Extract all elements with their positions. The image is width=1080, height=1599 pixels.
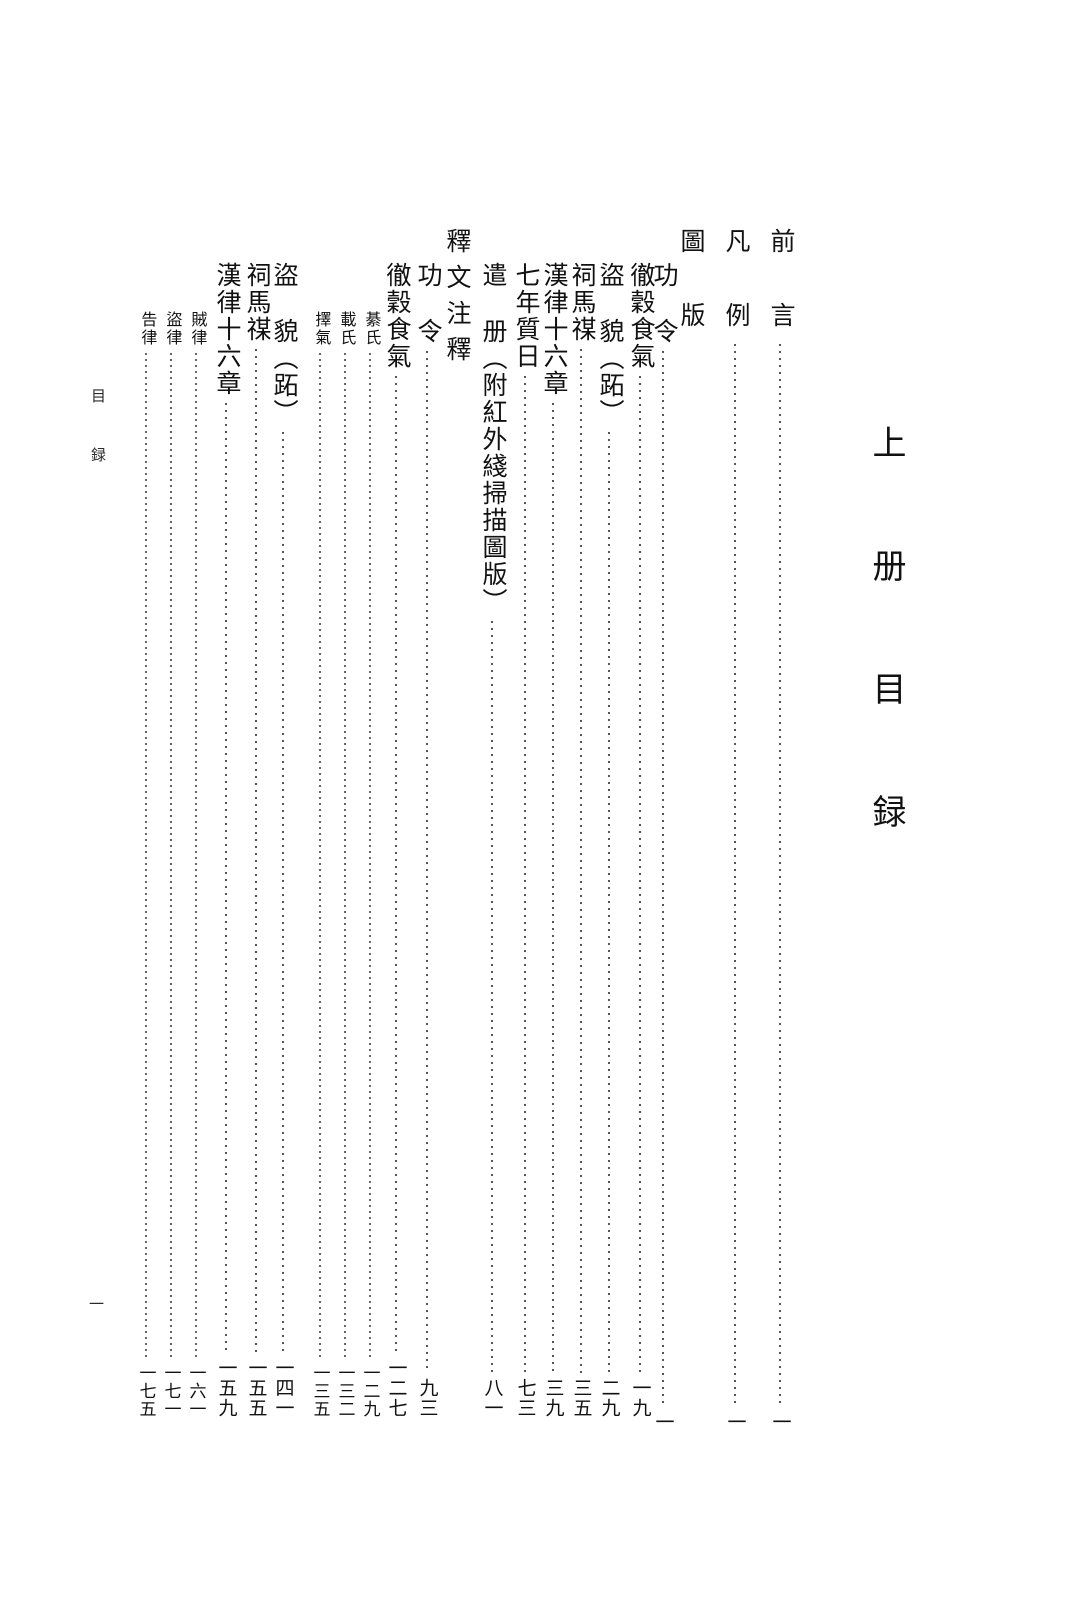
toc-entry-page-number: 一二七 [385, 1358, 407, 1418]
toc-entry[interactable]: 祠馬禖 三五 [558, 262, 604, 1418]
toc-entry-page-number: 一五五 [245, 1358, 267, 1418]
toc-entry-label: 漢律十六章 [213, 262, 240, 397]
dot-leader [225, 403, 227, 1353]
toc-entry-page-number: 九三 [416, 1378, 438, 1418]
dot-leader [580, 349, 582, 1373]
toc-entry-page-number: 一 [769, 1412, 791, 1432]
dot-leader [779, 344, 781, 1407]
folio-number: 一 [87, 1296, 103, 1311]
toc-entry-page-number: 一七一 [161, 1364, 181, 1418]
dot-leader [282, 432, 284, 1353]
toc-entry-label: 載氏 [337, 311, 355, 347]
toc-entry[interactable]: 七年質日 七三 [502, 262, 548, 1418]
dot-leader [319, 353, 321, 1359]
toc-entry[interactable]: 圖 版 [667, 228, 713, 1432]
toc-entry[interactable]: 釋文注釋 [433, 228, 479, 1432]
toc-entry-page-number: 一六一 [186, 1364, 206, 1418]
toc-entry-page-number: 一七五 [136, 1364, 156, 1418]
running-header: 目 録 [89, 388, 105, 476]
toc-entry[interactable]: 擇氣 一三五 [297, 311, 343, 1418]
dot-leader [395, 376, 397, 1353]
toc-entry-page-number: 一九 [629, 1378, 651, 1418]
dot-leader [639, 376, 641, 1373]
toc-entry[interactable]: 祠馬禖 一五五 [233, 262, 279, 1418]
dot-leader [734, 344, 736, 1407]
toc-entry-page-number: 一三二 [335, 1364, 355, 1418]
toc-entry-label: 擇氣 [312, 311, 330, 347]
toc-entry[interactable]: 功 令一 [640, 262, 686, 1432]
toc-entry-label: 盜律 [163, 311, 181, 347]
dot-leader [369, 353, 371, 1359]
dot-leader [662, 351, 664, 1407]
toc-entry-label: 遣 册（附紅外綫掃描圖版） [479, 262, 506, 615]
toc-entry[interactable]: 遣 册（附紅外綫掃描圖版） 八一 [469, 262, 515, 1418]
toc-entry-label: 盜 貌（跖） [270, 262, 297, 426]
dot-leader [552, 403, 554, 1373]
toc-entry[interactable]: 功 令九三 [404, 262, 450, 1418]
dot-leader [608, 432, 610, 1373]
dot-leader [145, 353, 147, 1359]
toc-entry-label: 凡 例 [722, 228, 749, 338]
toc-entry-page-number: 七三 [514, 1378, 536, 1418]
toc-entry-label: 徹穀食氣 [383, 262, 410, 370]
toc-entry-page-number: 二九 [598, 1378, 620, 1418]
toc-entry-label: 圖 版 [677, 228, 704, 338]
toc-entry-label: 釋文注釋 [443, 228, 470, 372]
toc-entry-label: 功 令 [414, 262, 441, 345]
toc-entry[interactable]: 載氏 一三二 [322, 311, 368, 1418]
toc-entry-page-number: 三五 [570, 1378, 592, 1418]
toc-entry-label: 告律 [138, 311, 156, 347]
toc-entry-page-number: 一 [724, 1412, 746, 1432]
toc-entry-label: 前 言 [767, 228, 794, 338]
toc-entry-label: 七年質日 [512, 262, 539, 370]
toc-entry[interactable]: 盜 貌（跖） 一四一 [260, 262, 306, 1418]
toc-entry-label: 綦氏 [362, 311, 380, 347]
dot-leader [524, 376, 526, 1373]
dot-leader [195, 353, 197, 1359]
dot-leader [455, 378, 457, 1432]
toc-entry[interactable]: 告律 一七五 [123, 311, 169, 1418]
toc-entry[interactable]: 徹穀食氣 一九 [617, 262, 663, 1418]
dot-leader [255, 349, 257, 1353]
toc-entry[interactable]: 賊律 一六一 [173, 311, 219, 1418]
page-title: 上 册 目 録 [867, 425, 904, 854]
toc-entry-label: 祠馬禖 [243, 262, 270, 343]
toc-entry-page-number: 一二九 [360, 1364, 380, 1418]
toc-entry-page-number: 一 [652, 1412, 674, 1432]
toc-entry[interactable]: 徹穀食氣 一二七 [373, 262, 419, 1418]
toc-entry-label: 徹穀食氣 [627, 262, 654, 370]
toc-entry-page-number: 三九 [542, 1378, 564, 1418]
toc-entry-label: 盜 貌（跖） [596, 262, 623, 426]
toc-entry-label: 功 令 [650, 262, 677, 345]
dot-leader [689, 344, 691, 1432]
toc-entry[interactable]: 漢律十六章 一五九 [203, 262, 249, 1418]
toc-entry[interactable]: 前 言一 [757, 228, 803, 1432]
dot-leader [426, 351, 428, 1373]
toc-entry-label: 祠馬禖 [568, 262, 595, 343]
toc-entry[interactable]: 盜律 一七一 [148, 311, 194, 1418]
toc-entry-label: 漢律十六章 [540, 262, 567, 397]
toc-entry[interactable]: 綦氏 一二九 [347, 311, 393, 1418]
toc-entry-page-number: 八一 [481, 1378, 503, 1418]
dot-leader [491, 621, 493, 1373]
dot-leader [344, 353, 346, 1359]
toc-entry-label: 賊律 [188, 311, 206, 347]
toc-entry[interactable]: 漢律十六章 三九 [530, 262, 576, 1418]
toc-entry[interactable]: 凡 例一 [712, 228, 758, 1432]
toc-entry-page-number: 一五九 [215, 1358, 237, 1418]
toc-entry[interactable]: 盜 貌（跖） 二九 [586, 262, 632, 1418]
dot-leader [170, 353, 172, 1359]
toc-entry-page-number: 一三五 [310, 1364, 330, 1418]
toc-entry-page-number: 一四一 [272, 1358, 294, 1418]
